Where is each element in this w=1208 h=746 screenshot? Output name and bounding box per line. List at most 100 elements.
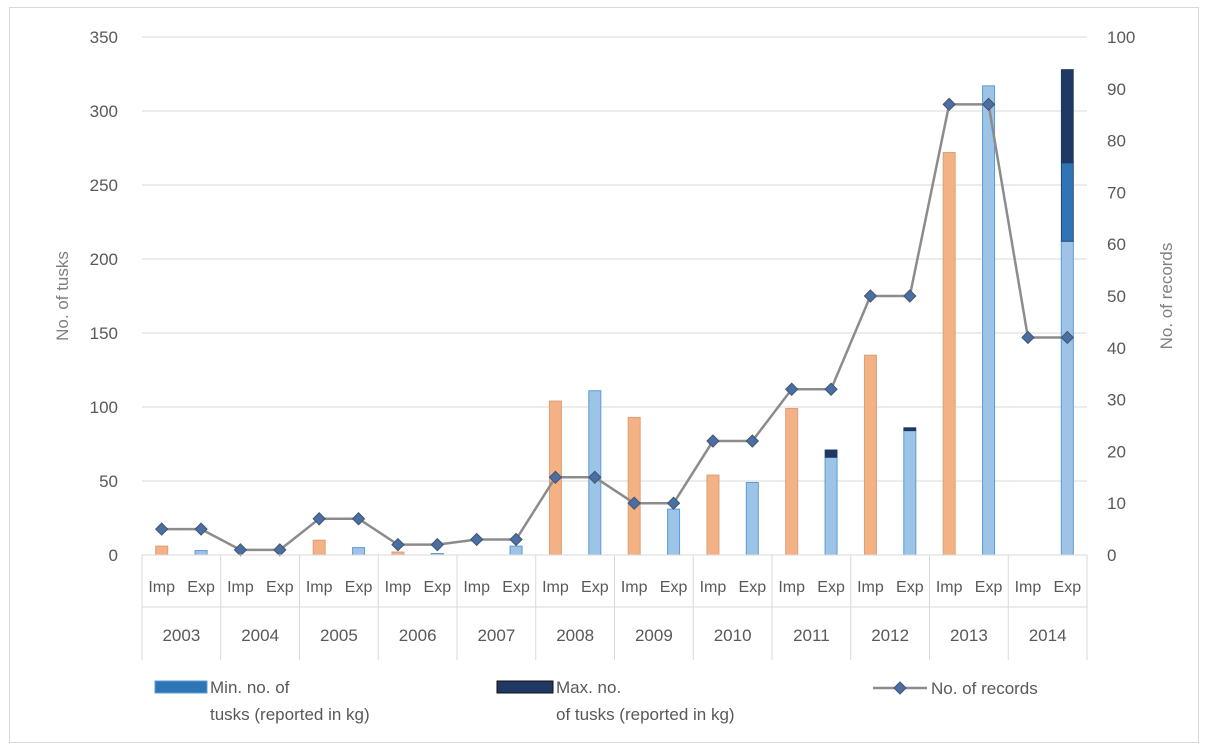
x-sub-category-label: Imp: [778, 579, 805, 596]
legend-records-marker: [893, 681, 907, 695]
x-year-label: 2007: [477, 626, 515, 645]
x-sub-category-label: Exp: [266, 579, 294, 596]
records-marker: [666, 496, 681, 510]
export-bar: [667, 508, 681, 556]
records-marker: [627, 496, 641, 510]
legend-min-label-line2: tusks (reported in kg): [210, 705, 370, 724]
x-sub-category-label: Imp: [463, 579, 490, 596]
records-marker: [509, 532, 523, 547]
y-left-tick-label: 150: [90, 324, 118, 343]
import-bar: [312, 539, 326, 556]
export-bar: [903, 430, 917, 556]
legend: Min. no. of tusks (reported in kg) Max. no…: [154, 678, 1038, 724]
x-year-label: 2006: [399, 626, 437, 645]
y-right-tick-label: 90: [1107, 80, 1126, 99]
y-left-tick-label: 100: [90, 398, 118, 417]
x-year-label: 2013: [950, 626, 988, 645]
y-right-tick-label: 40: [1107, 339, 1126, 358]
records-marker: [430, 537, 445, 552]
export-bar: [352, 547, 366, 556]
max-kg-stack-bar: [903, 427, 917, 432]
x-year-label: 2012: [871, 626, 909, 645]
legend-max-label-line2: of tusks (reported in kg): [556, 705, 735, 724]
x-sub-category-label: Exp: [502, 579, 530, 596]
y-left-tick-label: 300: [90, 102, 118, 121]
legend-max-label-line1: Max. no.: [556, 678, 621, 697]
x-sub-category-label: Imp: [700, 579, 727, 596]
x-sub-category-label: Imp: [227, 579, 254, 596]
export-bar: [745, 481, 759, 556]
x-sub-category-label: Exp: [345, 579, 373, 596]
x-year-label: 2004: [241, 626, 279, 645]
export-bar: [1060, 240, 1074, 556]
legend-max-swatch: [496, 680, 554, 694]
import-bar: [863, 354, 877, 556]
import-bar: [785, 407, 799, 556]
x-sub-category-label: Exp: [896, 579, 924, 596]
records-marker: [233, 543, 248, 557]
y-left-tick-label: 50: [99, 472, 118, 491]
records-line: [154, 97, 1075, 557]
records-marker: [469, 532, 484, 547]
x-year-label: 2005: [320, 626, 358, 645]
y-left-axis-title: No. of tusks: [53, 251, 72, 341]
axes: 0 50 100 150 200 250 300 350 0 10 20 30 40 50 60 70 80 90…: [53, 28, 1176, 660]
export-bar: [824, 456, 838, 556]
records-marker: [1060, 330, 1075, 345]
export-bar: [982, 85, 996, 556]
records-marker: [548, 470, 563, 485]
x-sub-category-label: Exp: [581, 579, 609, 596]
records-marker: [312, 512, 326, 526]
x-sub-category-label: Exp: [817, 579, 845, 596]
records-marker: [351, 512, 366, 526]
legend-records-label: No. of records: [931, 679, 1038, 698]
x-sub-category-label: Exp: [424, 579, 452, 596]
export-bar: [194, 550, 208, 556]
records-marker: [824, 382, 838, 396]
y-right-tick-label: 60: [1107, 235, 1126, 254]
y-right-tick-label: 80: [1107, 132, 1126, 151]
chart-frame: [9, 7, 1199, 743]
records-marker: [194, 522, 208, 536]
records-marker: [863, 289, 878, 303]
y-right-tick-label: 30: [1107, 391, 1126, 410]
max-kg-stack-bar: [824, 449, 838, 458]
y-right-tick-label: 50: [1107, 287, 1126, 306]
import-bar: [706, 474, 720, 556]
y-left-tick-label: 200: [90, 250, 118, 269]
x-sub-category-label: Imp: [936, 579, 963, 596]
x-sub-category-label: Exp: [1054, 579, 1082, 596]
x-sub-category-label: Imp: [621, 579, 648, 596]
x-sub-category-label: Exp: [187, 579, 215, 596]
records-marker: [588, 470, 602, 485]
x-year-label: 2010: [714, 626, 752, 645]
legend-min-swatch: [154, 680, 208, 694]
x-sub-category-label: Imp: [857, 579, 884, 596]
y-right-tick-label: 10: [1107, 494, 1126, 513]
y-left-tick-label: 0: [109, 546, 118, 565]
import-bar: [627, 416, 641, 556]
x-year-label: 2014: [1029, 626, 1067, 645]
y-left-tick-label: 350: [90, 28, 118, 47]
x-year-label: 2011: [793, 626, 830, 645]
y-right-tick-label: 20: [1107, 442, 1126, 461]
x-sub-category-label: Exp: [660, 579, 688, 596]
x-sub-category-label: Imp: [306, 579, 333, 596]
export-bar: [509, 545, 523, 556]
x-year-label: 2008: [556, 626, 594, 645]
records-line-path: [161, 103, 1068, 552]
records-marker: [942, 97, 956, 112]
x-sub-category-label: Imp: [542, 579, 569, 596]
records-marker: [154, 522, 169, 536]
y-left-tick-label: 250: [90, 176, 118, 195]
y-right-tick-label: 100: [1107, 28, 1135, 47]
max-kg-stack-bar: [1060, 69, 1074, 164]
bars: [155, 69, 1074, 556]
records-marker: [1021, 330, 1035, 345]
records-marker: [981, 97, 996, 112]
records-marker: [391, 537, 405, 552]
y-right-axis-title: No. of records: [1157, 243, 1176, 350]
x-sub-category-label: Imp: [385, 579, 412, 596]
legend-min-label-line1: Min. no. of: [210, 678, 290, 697]
y-right-tick-label: 0: [1107, 546, 1116, 565]
